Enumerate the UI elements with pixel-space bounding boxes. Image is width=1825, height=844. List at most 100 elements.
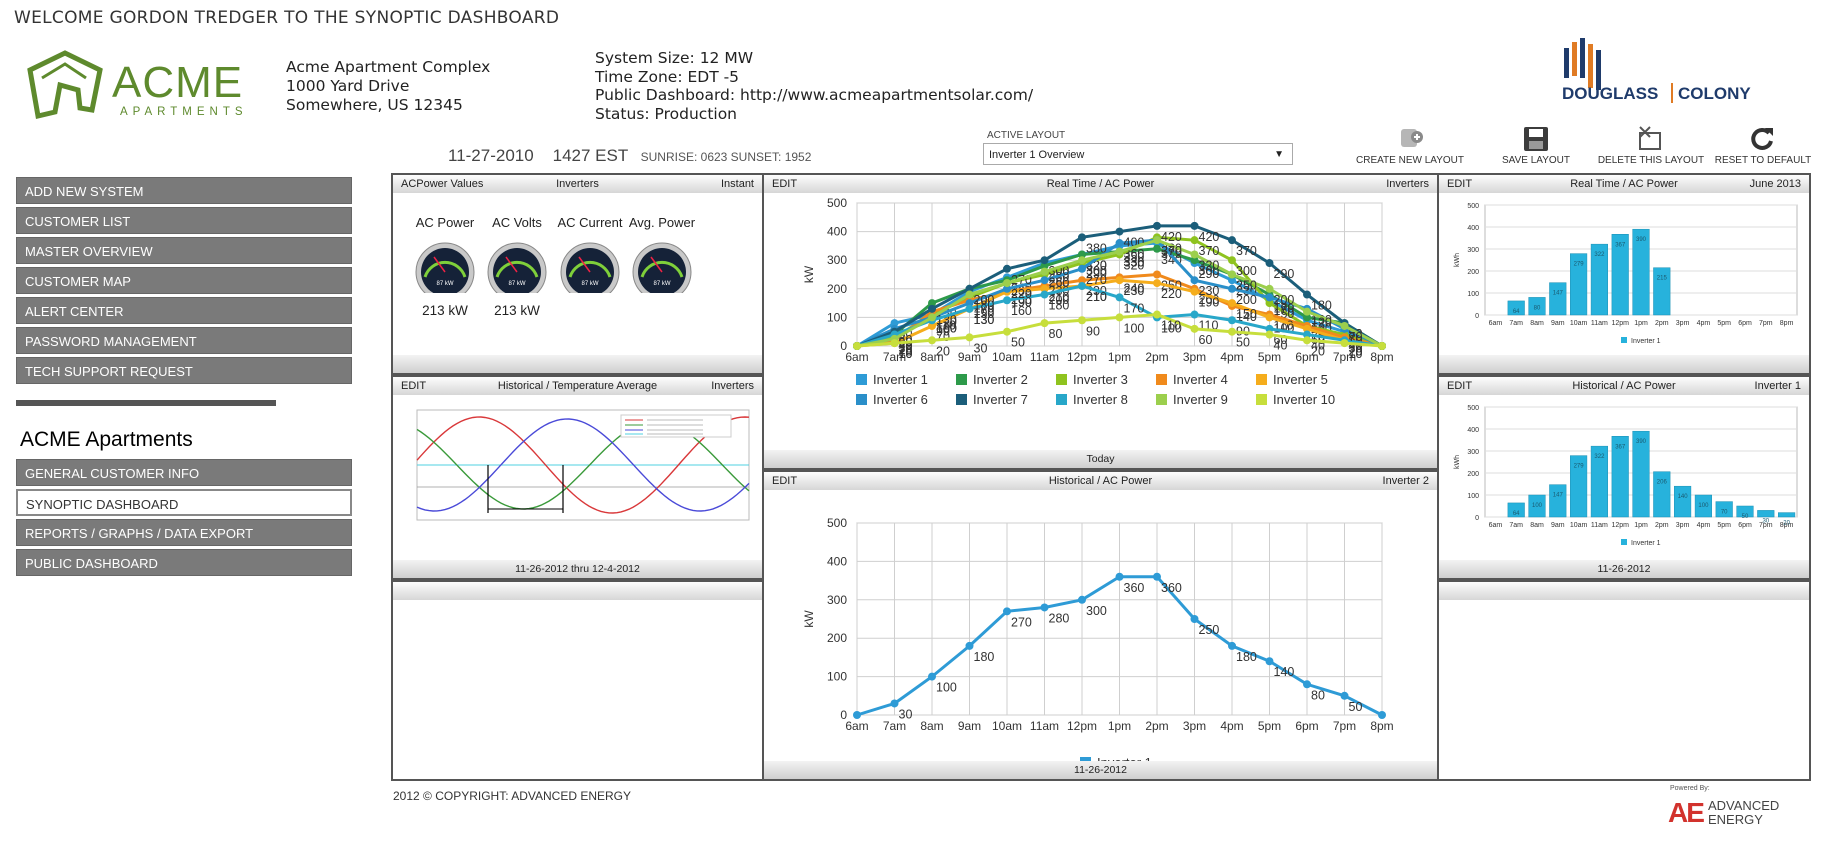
y-tick-label: 200 xyxy=(1467,269,1479,276)
nav-alert-center[interactable]: ALERT CENTER xyxy=(16,297,352,324)
y-tick-label: 400 xyxy=(827,225,847,239)
nav-master-overview[interactable]: MASTER OVERVIEW xyxy=(16,237,352,264)
x-tick-label: 1pm xyxy=(1634,522,1648,529)
data-label: 120 xyxy=(936,316,957,330)
y-tick-label: 400 xyxy=(1467,225,1479,232)
data-point xyxy=(1153,236,1161,245)
save-layout-button[interactable]: SAVE LAYOUT xyxy=(1481,125,1591,166)
temperature-edit-link[interactable]: EDIT xyxy=(401,380,427,392)
data-point xyxy=(1265,284,1274,293)
legend-entry: Inverter 2 xyxy=(973,372,1028,387)
nav-tech-support[interactable]: TECH SUPPORT REQUEST xyxy=(16,357,352,384)
data-label: 300 xyxy=(1086,604,1107,618)
bar-data-label: 206 xyxy=(1657,480,1668,486)
y-tick-label: 100 xyxy=(1467,291,1479,298)
data-label: 350 xyxy=(1124,250,1145,264)
gauge-value: 213 kW xyxy=(494,303,540,318)
data-label: 170 xyxy=(1124,301,1145,315)
y-tick-label: 100 xyxy=(827,670,847,684)
data-point xyxy=(890,699,899,708)
y-tick-label: 500 xyxy=(1467,405,1479,412)
acme-logo-mark xyxy=(27,50,103,120)
nav-password-management[interactable]: PASSWORD MANAGEMENT xyxy=(16,327,352,354)
public-dashboard-url: Public Dashboard: http://www.acmeapartme… xyxy=(595,86,1034,104)
gauge-needle xyxy=(650,256,663,273)
realtime-edit-link[interactable]: EDIT xyxy=(772,178,798,190)
x-tick-label: 9am xyxy=(958,719,981,733)
active-layout-select[interactable]: Inverter 1 Overview ▼ xyxy=(983,143,1293,165)
bar xyxy=(1653,471,1671,518)
active-layout-value: Inverter 1 Overview xyxy=(989,149,1085,161)
y-tick-label: 0 xyxy=(840,339,847,353)
legend-swatch xyxy=(956,394,967,405)
partner-logo: DOUGLASS COLONY xyxy=(1558,38,1778,108)
gauge-label: AC Volts xyxy=(492,215,542,230)
data-point xyxy=(1378,711,1386,719)
gauge-arc xyxy=(640,260,684,278)
savings-edit-link[interactable]: EDIT xyxy=(1447,178,1473,190)
data-point xyxy=(890,339,899,348)
nav-general-customer-info[interactable]: GENERAL CUSTOMER INFO xyxy=(16,459,352,486)
x-tick-label: 11am xyxy=(1030,719,1059,733)
data-label: 260 xyxy=(1049,276,1070,290)
data-point xyxy=(1078,264,1086,273)
nav-synoptic-dashboard[interactable]: SYNOPTIC DASHBOARD xyxy=(16,489,352,516)
data-point xyxy=(1040,267,1049,276)
data-label: 320 xyxy=(1124,258,1145,272)
historical-line-panel-scope: Inverter 2 xyxy=(1382,475,1429,487)
bar-data-label: 100 xyxy=(1532,503,1543,509)
legend-swatch xyxy=(1621,539,1627,545)
x-tick-label: 8pm xyxy=(1780,522,1794,529)
data-point xyxy=(1190,221,1199,230)
x-tick-label: 7am xyxy=(883,719,906,733)
data-label: 300 xyxy=(1086,264,1107,278)
nav-customer-list[interactable]: CUSTOMER LIST xyxy=(16,207,352,234)
gauge-dial: 87 kW xyxy=(415,242,475,293)
temperature-panel-header: EDIT Historical / Temperature Average In… xyxy=(393,377,762,395)
bar-data-label: 279 xyxy=(1574,464,1585,470)
x-tick-label: 4pm xyxy=(1697,522,1711,529)
data-point xyxy=(1078,250,1086,259)
gauge-reading: 87 kW xyxy=(653,281,670,287)
y-axis-label: kW xyxy=(802,610,816,628)
data-label: 50 xyxy=(1011,336,1025,350)
gauge-face xyxy=(421,248,469,293)
legend-entry: Inverter 8 xyxy=(1073,392,1128,407)
historical-line-edit-link[interactable]: EDIT xyxy=(772,475,798,487)
data-label: 300 xyxy=(1236,264,1257,278)
data-label: 330 xyxy=(1124,256,1145,270)
x-tick-label: 1pm xyxy=(1108,350,1131,364)
legend-swatch xyxy=(1256,374,1267,385)
temperature-chart-thumbnail xyxy=(416,409,750,521)
historical-bar-edit-link[interactable]: EDIT xyxy=(1447,380,1473,392)
nav-customer-map[interactable]: CUSTOMER MAP xyxy=(16,267,352,294)
data-point xyxy=(1040,603,1049,612)
legend-swatch xyxy=(956,374,967,385)
delete-layout-button[interactable]: DELETE THIS LAYOUT xyxy=(1596,125,1706,166)
create-layout-button[interactable]: CREATE NEW LAYOUT xyxy=(1355,125,1465,166)
x-tick-label: 12pm xyxy=(1611,522,1629,529)
x-tick-label: 2pm xyxy=(1145,719,1168,733)
data-label: 50 xyxy=(1349,700,1363,714)
x-tick-label: 2pm xyxy=(1145,350,1168,364)
data-point xyxy=(1265,324,1274,333)
data-label: 200 xyxy=(1236,293,1257,307)
nav-public-dashboard[interactable]: PUBLIC DASHBOARD xyxy=(16,549,352,576)
nav-add-new-system[interactable]: ADD NEW SYSTEM xyxy=(16,177,352,204)
data-label: 20 xyxy=(1349,344,1363,358)
data-label: 230 xyxy=(1199,284,1220,298)
x-tick-label: 8pm xyxy=(1370,719,1393,733)
gauge-dial: 87 kW xyxy=(560,242,620,293)
x-tick-label: 3pm xyxy=(1183,719,1206,733)
data-point xyxy=(1003,284,1011,293)
bar-data-label: 367 xyxy=(1615,242,1626,248)
data-point xyxy=(965,299,974,308)
y-tick-label: 500 xyxy=(827,196,847,210)
reset-icon xyxy=(1751,127,1773,150)
bar-data-label: 64 xyxy=(1513,309,1520,315)
gauge-face xyxy=(638,248,686,293)
x-tick-label: 7am xyxy=(883,350,906,364)
nav-reports[interactable]: REPORTS / GRAPHS / DATA EXPORT xyxy=(16,519,352,546)
data-label: 220 xyxy=(1011,287,1032,301)
reset-layout-button[interactable]: RESET TO DEFAULT xyxy=(1708,125,1818,166)
